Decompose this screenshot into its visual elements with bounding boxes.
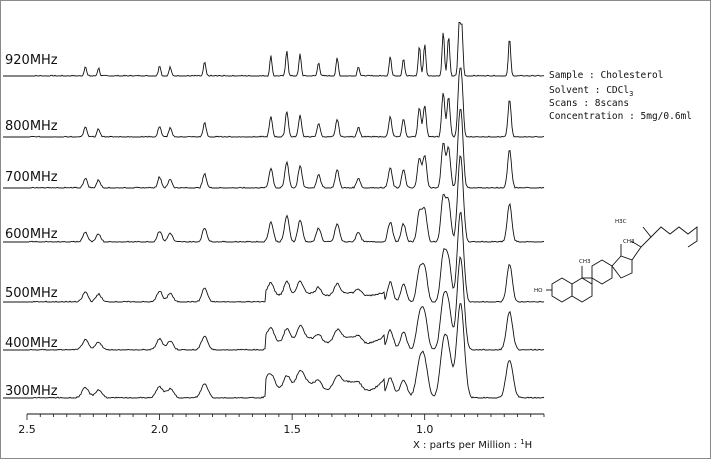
- x-tick-label: 2.5: [18, 423, 36, 436]
- frequency-label-700mhz: 700MHz: [5, 170, 58, 185]
- x-axis-label: X : parts per Million : 1H: [413, 438, 532, 451]
- sample-info-line: Sample : Cholesterol: [549, 70, 663, 81]
- x-axis-label-sup: 1: [520, 438, 524, 446]
- label-ch3-b: CH3: [579, 259, 591, 265]
- ring-a: [551, 277, 573, 303]
- side-chain-methyl: [630, 240, 642, 248]
- label-ch3-c: CH3: [623, 239, 635, 245]
- frequency-label-500mhz: 500MHz: [5, 286, 58, 301]
- cholesterol-structure-drawing: H3C CH3 CH3 HO: [534, 219, 698, 303]
- sample-info: Sample : Cholesterol Solvent : CDCl3 Sca…: [549, 70, 692, 122]
- spectra: [3, 22, 545, 399]
- side-chain: [631, 226, 698, 261]
- x-axis: 2.5 2.0 1.5 1.0 X : parts per Million : 1H: [18, 413, 545, 451]
- spectrum-trace-400mhz: [28, 255, 545, 351]
- x-axis-label-nucleus: H: [525, 440, 533, 451]
- x-axis-ticks: [26, 414, 545, 420]
- x-tick-label: 1.5: [283, 423, 301, 436]
- label-h3c: H3C: [615, 219, 627, 225]
- ring-b: [571, 277, 593, 303]
- spectrum-trace-600mhz: [28, 155, 545, 243]
- x-axis-tick-labels: 2.5 2.0 1.5 1.0: [18, 423, 433, 436]
- frequency-label-600mhz: 600MHz: [5, 227, 58, 242]
- frequency-labels: 920MHz 800MHz 700MHz 600MHz 500MHz 400MHz 300M…: [5, 53, 58, 399]
- spectrum-trace-300mhz: [29, 303, 545, 399]
- spectrum-trace-800mhz: [28, 67, 545, 138]
- frequency-label-800mhz: 800MHz: [5, 119, 58, 134]
- solvent-info-text: Solvent : CDCl: [549, 85, 629, 96]
- label-ho: HO: [534, 288, 543, 294]
- frequency-label-920mhz: 920MHz: [5, 53, 58, 68]
- x-tick-label: 2.0: [151, 423, 169, 436]
- concentration-info-line: Concentration : 5mg/0.6ml: [549, 111, 692, 122]
- ring-c: [591, 259, 613, 285]
- x-axis-label-text: X : parts per Million :: [413, 440, 520, 451]
- solvent-subscript: 3: [629, 90, 633, 98]
- solvent-info-line: Solvent : CDCl3: [549, 85, 633, 98]
- spectrum-trace-700mhz: [29, 109, 545, 189]
- scans-info-line: Scans : 8scans: [549, 98, 629, 109]
- spectrum-trace-500mhz: [28, 211, 545, 303]
- frequency-label-300mhz: 300MHz: [5, 384, 58, 399]
- spectrum-trace-920mhz: [28, 22, 545, 77]
- side-chain-21: [642, 226, 652, 238]
- frequency-label-400mhz: 400MHz: [5, 336, 58, 351]
- ring-d: [611, 255, 633, 279]
- x-tick-label: 1.0: [416, 423, 434, 436]
